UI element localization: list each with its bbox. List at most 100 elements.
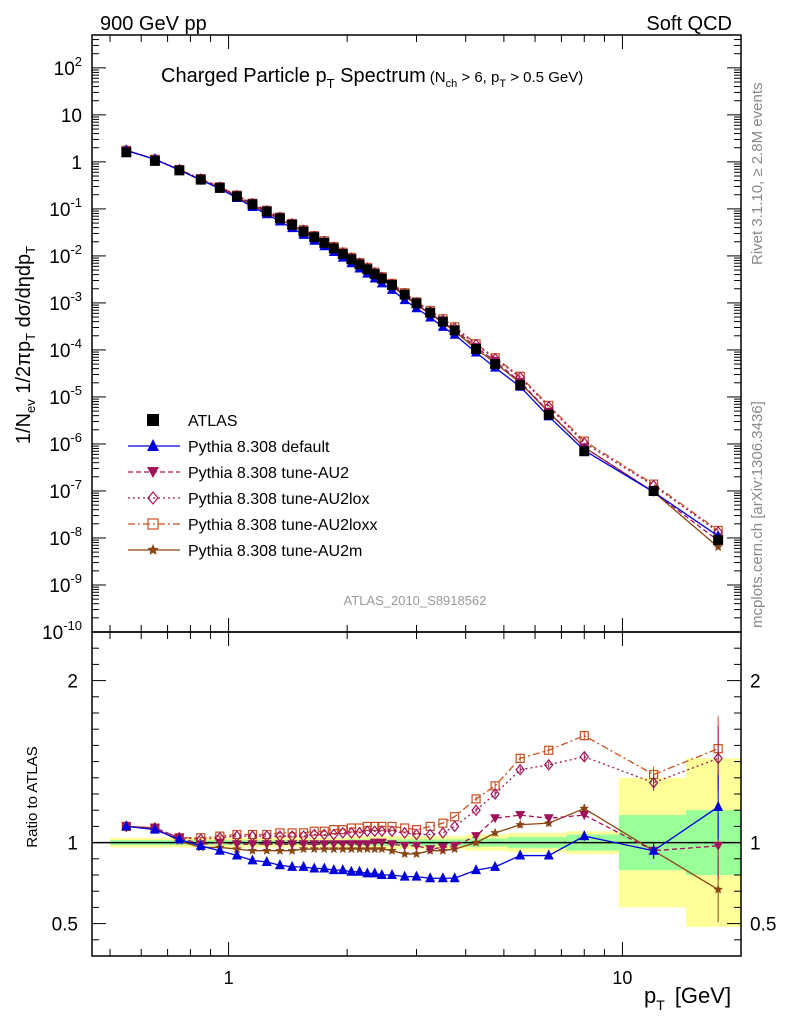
data-point: [369, 838, 380, 848]
data-point: [376, 869, 387, 879]
data-point: [425, 872, 436, 883]
data-point: [543, 814, 554, 824]
data-point: [437, 843, 448, 853]
main-y-axis-title: 1/Nev 1/2πpT dσ/dηdpT: [13, 246, 38, 444]
ratio-y-tick-label: 2: [67, 672, 78, 693]
data-point: [490, 814, 501, 824]
data-point: [544, 745, 554, 755]
data-point: [713, 841, 724, 851]
data-point: [149, 823, 160, 834]
legend-atlas-marker: [147, 414, 159, 426]
y-tick-label: 10-7: [49, 477, 82, 503]
axes: 1 10 10-10 10-9 10-8 10-7 10-6 10-5 10-4 10-3 10-2…: [42, 34, 776, 988]
data-point: [319, 840, 330, 850]
data-point: [195, 839, 206, 850]
chart-title: Charged Particle pT Spectrum (Nch > 6, pT…: [161, 65, 583, 91]
legend-marker: [147, 467, 159, 478]
data-point: [579, 731, 589, 741]
data-point: [287, 840, 298, 850]
data-point: [713, 752, 723, 765]
data-point: [346, 840, 357, 850]
x-tick-label: 1: [224, 968, 234, 988]
data-point: [387, 280, 398, 291]
legend-marker: [147, 518, 159, 530]
data-point: [515, 819, 525, 829]
data-point: [579, 803, 589, 813]
data-point: [247, 845, 258, 855]
data-point: [121, 147, 132, 158]
main-series-line: [126, 149, 719, 533]
main-series-line: [126, 149, 719, 548]
data-point: [309, 828, 320, 841]
data-point: [329, 828, 339, 841]
data-point: [346, 865, 357, 876]
data-point: [261, 840, 272, 850]
data-point: [309, 862, 320, 873]
data-point: [437, 316, 448, 327]
data-point: [354, 259, 365, 270]
data-point: [174, 165, 185, 176]
data-point: [579, 446, 590, 457]
data-point: [231, 191, 242, 202]
data-point: [214, 838, 225, 848]
data-point: [261, 856, 272, 867]
data-point: [449, 841, 460, 851]
ratio-y-tick-label-right: 0.5: [750, 915, 776, 936]
data-point: [411, 848, 422, 858]
mcplots-url-text: mcplots.cern.ch [arXiv:1306.3436]: [749, 401, 766, 628]
data-point: [354, 826, 365, 839]
data-point: [338, 826, 348, 839]
data-point: [399, 826, 410, 839]
y-tick-label: 10-3: [49, 289, 82, 315]
data-point: [471, 837, 481, 847]
data-point: [287, 219, 298, 230]
data-point: [376, 838, 387, 848]
data-point: [214, 844, 225, 855]
data-point: [648, 776, 659, 789]
data-point: [399, 289, 410, 300]
data-point: [214, 182, 225, 193]
data-point: [337, 864, 348, 875]
data-point: [319, 862, 330, 873]
data-point: [354, 865, 365, 876]
data-point: [261, 206, 272, 217]
data-point: [328, 243, 339, 254]
legend: ATLAS Pythia 8.308 default Pythia 8.308 tu…: [128, 413, 377, 560]
data-point: [387, 821, 397, 832]
data-point: [387, 825, 397, 838]
data-point: [121, 820, 132, 831]
main-series-line: [126, 149, 719, 542]
data-point: [471, 794, 481, 804]
analysis-id: ATLAS_2010_S8918562: [344, 593, 487, 608]
data-point: [287, 860, 298, 871]
data-point: [648, 485, 659, 496]
data-point: [328, 864, 339, 875]
data-point: [471, 832, 482, 842]
legend-label: Pythia 8.308 tune-AU2m: [188, 543, 362, 560]
y-tick-label: 10-2: [49, 242, 82, 268]
data-point: [579, 811, 590, 821]
data-point: [247, 840, 258, 850]
data-point: [515, 811, 526, 821]
data-point: [449, 872, 460, 883]
data-point: [543, 849, 554, 860]
data-point: [387, 840, 398, 850]
data-point: [411, 298, 422, 309]
y-tick-label: 10: [61, 106, 82, 127]
data-point: [319, 826, 329, 836]
data-point: [449, 325, 460, 336]
legend-marker: [147, 544, 159, 555]
data-point: [298, 840, 309, 850]
data-point: [337, 248, 348, 259]
data-point: [369, 867, 380, 878]
data-point: [713, 884, 723, 894]
data-point: [329, 825, 339, 835]
ratio-y-tick-label: 0.5: [52, 915, 78, 936]
data-point: [399, 870, 410, 881]
data-point: [579, 750, 590, 763]
data-point: [471, 343, 482, 354]
data-point: [319, 237, 330, 248]
legend-marker: [147, 439, 159, 451]
data-point: [449, 820, 460, 833]
y-tick-label: 10-6: [49, 430, 82, 456]
